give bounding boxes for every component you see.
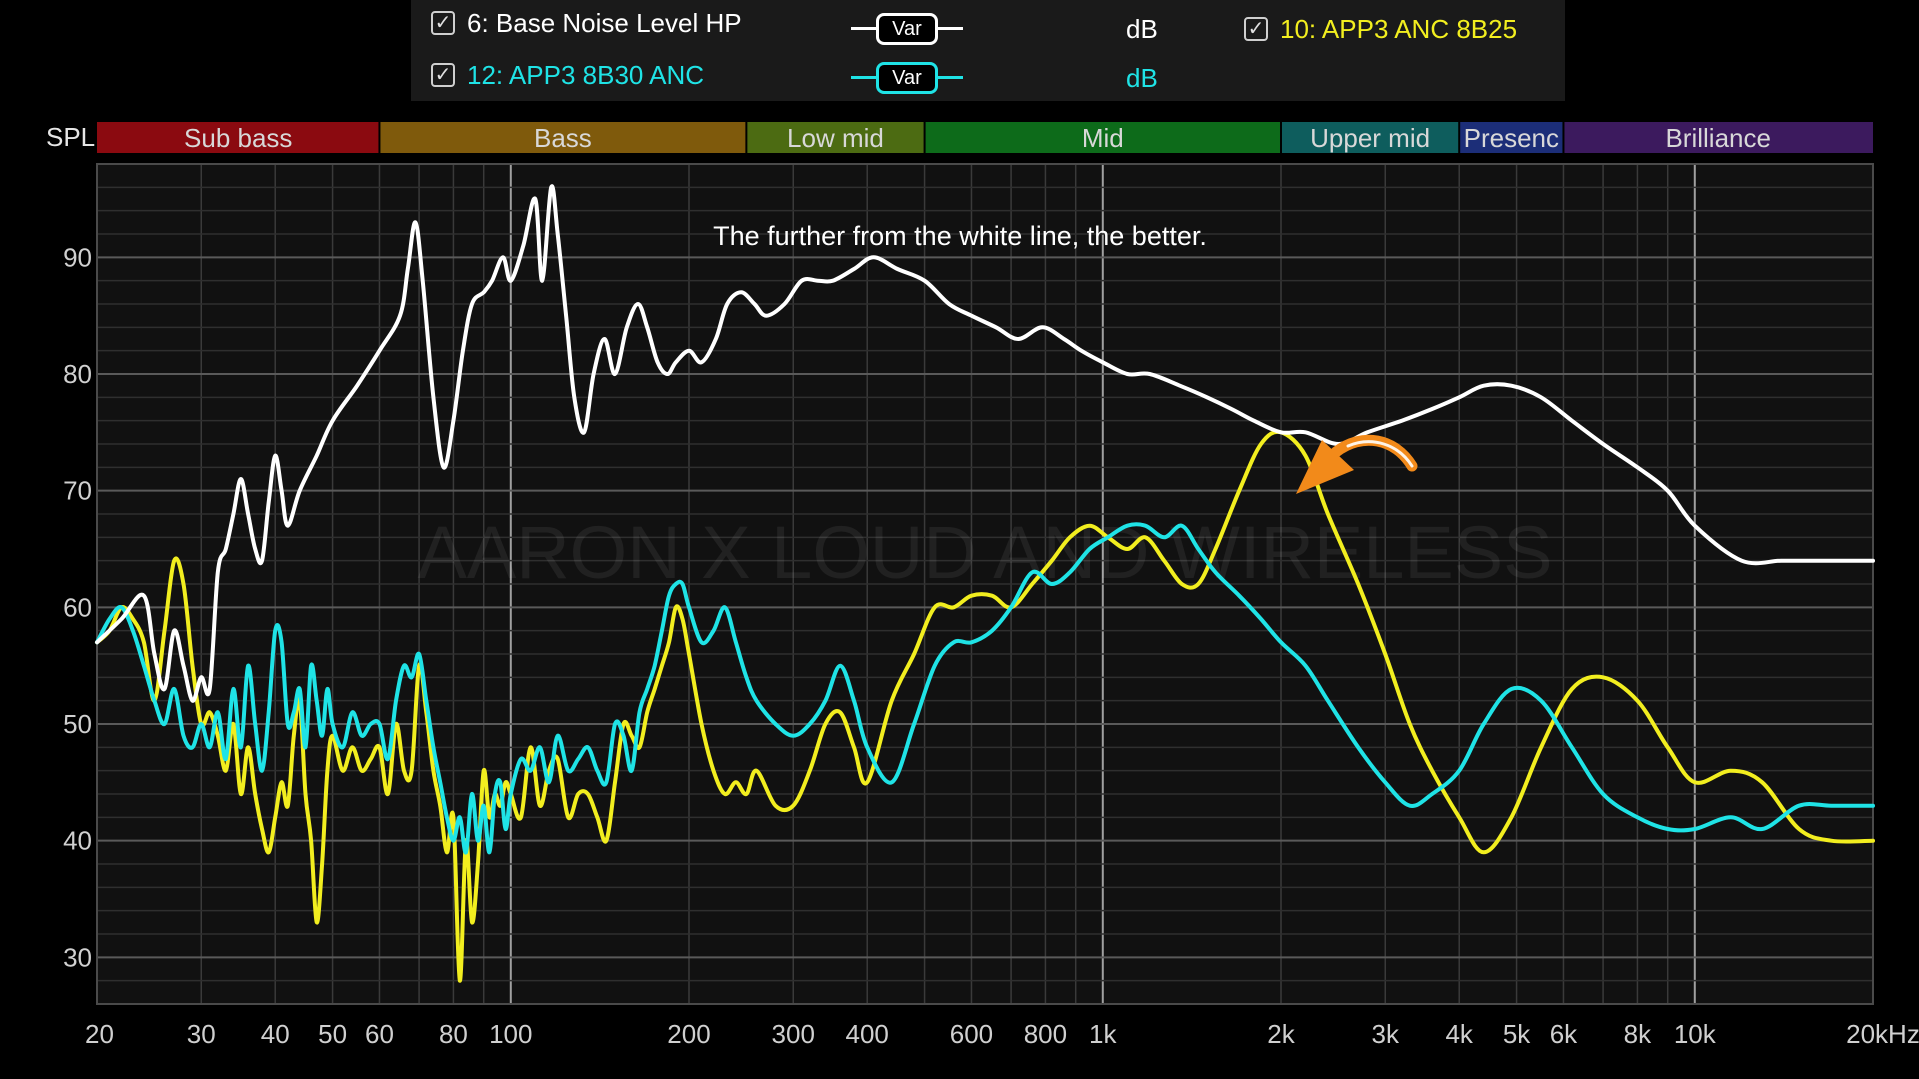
y-tick-label: 50 bbox=[63, 709, 92, 739]
checkbox-8b25[interactable]: ✓ bbox=[1244, 17, 1268, 41]
band-label: Brilliance bbox=[1665, 123, 1771, 153]
x-tick-label: 1k bbox=[1089, 1019, 1117, 1049]
x-tick-label: 5k bbox=[1503, 1019, 1531, 1049]
var-button-base-noise[interactable]: Var bbox=[876, 13, 938, 45]
band-label: Upper mid bbox=[1310, 123, 1430, 153]
checkbox-base-noise[interactable]: ✓ bbox=[431, 11, 455, 35]
x-tick-label: 2k bbox=[1267, 1019, 1295, 1049]
arrow-highlight bbox=[1346, 440, 1414, 468]
arrow-head bbox=[1296, 440, 1354, 494]
x-tick-label: 300 bbox=[772, 1019, 815, 1049]
band-5 bbox=[1459, 122, 1564, 153]
series-line-8b30 bbox=[95, 522, 1875, 855]
unit-label-8b30: dB bbox=[1126, 62, 1158, 93]
x-tick-label: 4k bbox=[1445, 1019, 1473, 1049]
x-tick-label: 600 bbox=[950, 1019, 993, 1049]
band-4 bbox=[1281, 122, 1460, 153]
band-label: Mid bbox=[1082, 123, 1124, 153]
x-tick-label: 20kHz bbox=[1846, 1019, 1919, 1049]
curved-arrow-icon bbox=[1296, 434, 1418, 494]
band-label: Sub bass bbox=[184, 123, 292, 153]
x-tick-label: 10k bbox=[1674, 1019, 1717, 1049]
x-tick-label: 40 bbox=[261, 1019, 290, 1049]
x-tick-label: 60 bbox=[365, 1019, 394, 1049]
series-line-base-noise bbox=[95, 184, 1875, 703]
x-tick-label: 400 bbox=[846, 1019, 889, 1049]
watermark: AARON X LOUD AND WIRELESS bbox=[418, 511, 1553, 594]
checkbox-8b30[interactable]: ✓ bbox=[431, 63, 455, 87]
y-tick-label: 70 bbox=[63, 476, 92, 506]
band-3 bbox=[924, 122, 1281, 153]
x-tick-label: 8k bbox=[1624, 1019, 1652, 1049]
x-tick-label: 20 bbox=[85, 1019, 114, 1049]
y-tick-label: 40 bbox=[63, 826, 92, 856]
x-tick-label: 30 bbox=[187, 1019, 216, 1049]
var-button-8b30[interactable]: Var bbox=[876, 62, 938, 94]
legend-panel: ✓ 6: Base Noise Level HP Var dB ✓ 12: AP… bbox=[411, 0, 1565, 101]
legend-label-8b25: 10: APP3 ANC 8B25 bbox=[1280, 13, 1518, 44]
legend-item-8b25[interactable]: ✓ 10: APP3 ANC 8B25 bbox=[1244, 9, 1517, 49]
y-tick-label: 30 bbox=[63, 942, 92, 972]
x-tick-label: 200 bbox=[667, 1019, 710, 1049]
y-tick-label: 90 bbox=[63, 242, 92, 272]
band-label: Bass bbox=[534, 123, 592, 153]
legend-label-8b30: 12: APP3 8B30 ANC bbox=[467, 59, 705, 90]
band-6 bbox=[1563, 122, 1873, 153]
x-tick-label: 800 bbox=[1024, 1019, 1067, 1049]
band-1 bbox=[379, 122, 747, 153]
legend-item-base-noise[interactable]: ✓ 6: Base Noise Level HP bbox=[431, 3, 742, 43]
band-label: Low mid bbox=[787, 123, 884, 153]
legend-item-8b30[interactable]: ✓ 12: APP3 8B30 ANC bbox=[431, 55, 704, 95]
x-tick-label: 80 bbox=[439, 1019, 468, 1049]
y-axis-label: SPL bbox=[46, 122, 95, 152]
x-tick-label: 6k bbox=[1550, 1019, 1578, 1049]
x-tick-label: 3k bbox=[1372, 1019, 1400, 1049]
series-line-8b25 bbox=[95, 429, 1875, 983]
y-tick-label: 80 bbox=[63, 359, 92, 389]
unit-label-base-noise: dB bbox=[1126, 13, 1158, 44]
x-tick-label: 50 bbox=[318, 1019, 347, 1049]
annotation-text: The further from the white line, the bet… bbox=[713, 221, 1207, 251]
band-0 bbox=[97, 122, 380, 153]
legend-label-base-noise: 6: Base Noise Level HP bbox=[467, 7, 742, 38]
y-tick-label: 60 bbox=[63, 592, 92, 622]
x-tick-label: 100 bbox=[489, 1019, 532, 1049]
plot-border bbox=[96, 163, 1874, 1005]
band-label: Presenc bbox=[1464, 123, 1559, 153]
band-2 bbox=[746, 122, 925, 153]
